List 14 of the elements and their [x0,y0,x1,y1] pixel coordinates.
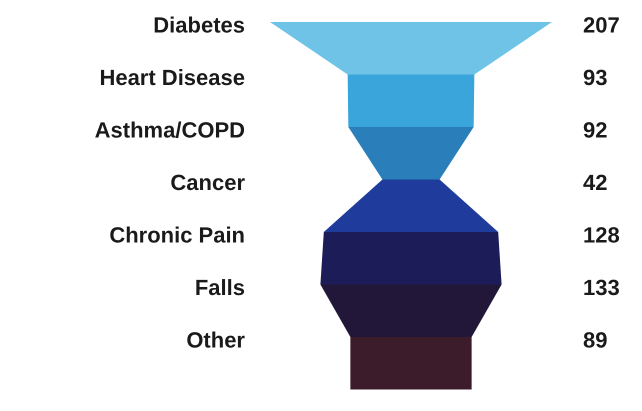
data-label: 93 [583,65,608,90]
data-label: 42 [583,170,608,195]
category-label: Falls [194,275,245,300]
category-label: Cancer [170,170,246,195]
category-label: Asthma/COPD [94,118,245,142]
category-label: Chronic Pain [109,222,245,248]
data-label: 92 [583,118,608,142]
data-label: 128 [583,222,620,248]
category-label: Diabetes [153,12,245,38]
category-label: Heart Disease [99,65,245,90]
data-label: 207 [583,12,620,38]
data-label: 133 [583,275,620,300]
data-label: 89 [583,328,608,352]
category-label: Other [186,328,246,352]
